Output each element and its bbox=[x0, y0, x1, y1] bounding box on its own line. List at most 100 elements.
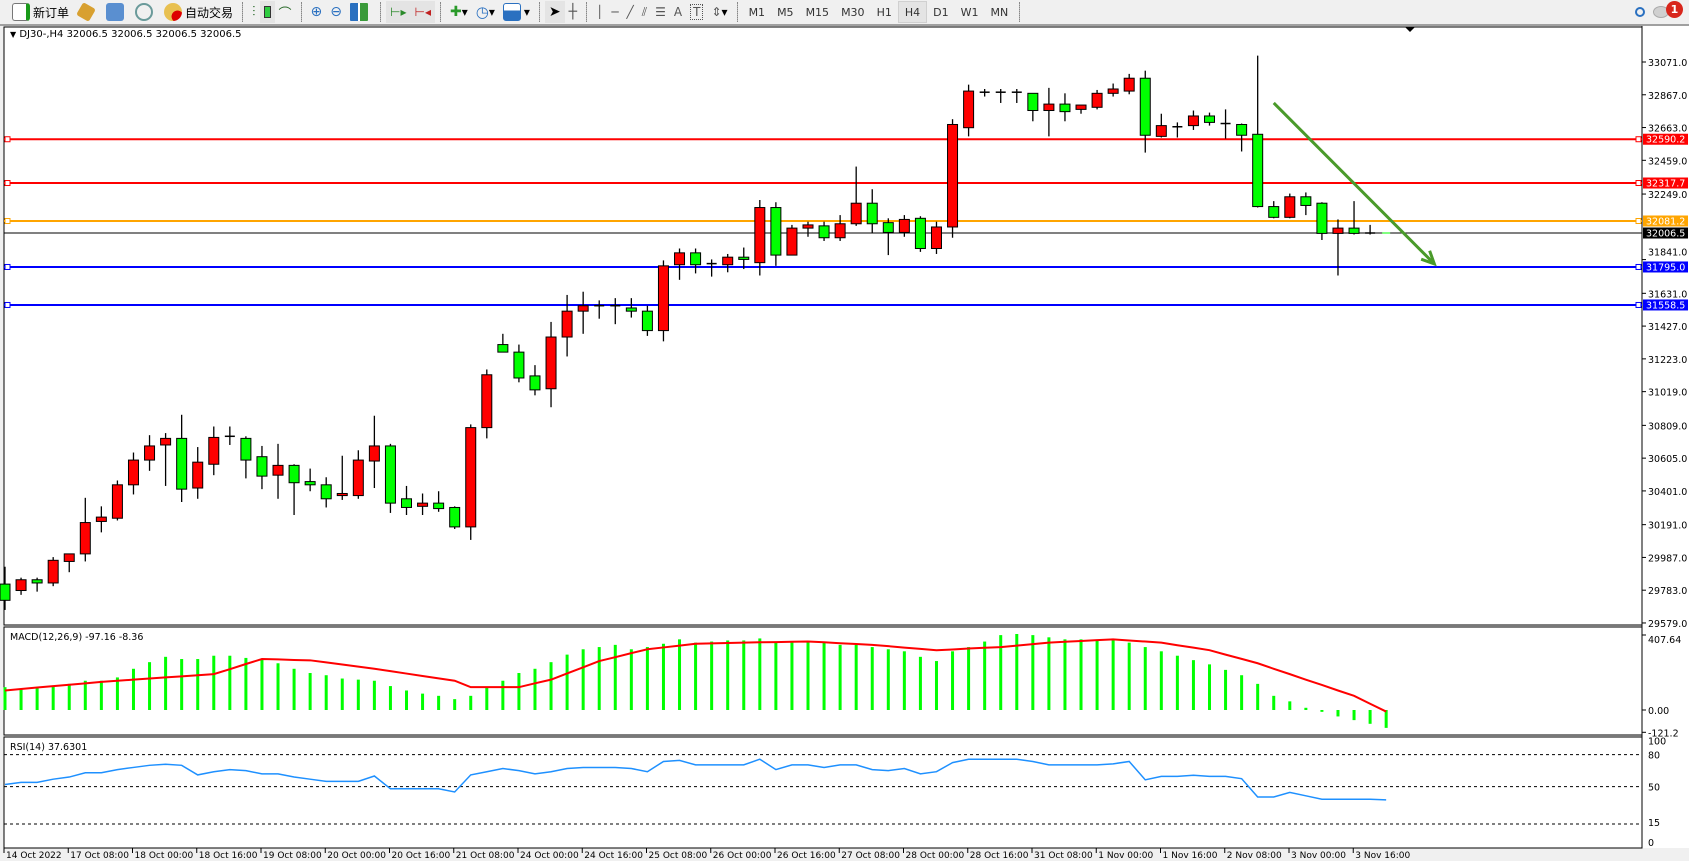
indicators-button[interactable]: ✚ ▾ bbox=[449, 4, 468, 20]
candle-34 bbox=[529, 365, 541, 396]
time-label: 21 Oct 08:00 bbox=[456, 851, 515, 861]
data-window-button[interactable] bbox=[102, 1, 131, 23]
candle-body bbox=[914, 217, 926, 250]
macd-bar-67 bbox=[1063, 639, 1067, 710]
candle-body bbox=[1139, 77, 1151, 136]
search-button[interactable] bbox=[1631, 1, 1649, 23]
market-watch-button[interactable] bbox=[73, 1, 102, 23]
trendline-button[interactable]: ╱ bbox=[623, 1, 638, 23]
macd-bar-73 bbox=[1159, 651, 1163, 710]
macd-label: MACD(12,26,9) -97.16 -8.36 bbox=[10, 632, 143, 643]
fibonacci-button[interactable]: ☰ bbox=[651, 1, 670, 23]
indicators-icon: ✚ bbox=[449, 4, 462, 20]
timeframe-mn[interactable]: MN bbox=[990, 5, 1009, 19]
macd-bar-87 bbox=[1384, 710, 1388, 728]
navigator-button[interactable] bbox=[131, 1, 160, 23]
rsi-line bbox=[4, 758, 1387, 801]
macd-bar-24 bbox=[372, 680, 376, 710]
macd-bar-84 bbox=[1336, 710, 1340, 717]
zoom-in-button[interactable]: ⊕ bbox=[307, 1, 327, 23]
candle-body bbox=[240, 437, 252, 461]
candle-5 bbox=[63, 553, 75, 573]
macd-bar-26 bbox=[405, 690, 408, 710]
templates-button[interactable]: ▾ bbox=[499, 1, 534, 23]
candle-10 bbox=[144, 435, 156, 471]
periods-button[interactable]: ◷ ▾ bbox=[475, 3, 495, 21]
candle-body bbox=[111, 484, 123, 519]
macd-bar-18 bbox=[276, 663, 280, 710]
line-handle bbox=[4, 263, 11, 270]
candle-body bbox=[304, 481, 316, 486]
macd-bar-47 bbox=[742, 640, 746, 710]
time-label: 27 Oct 08:00 bbox=[841, 851, 900, 861]
macd-bar-80 bbox=[1272, 695, 1276, 710]
macd-bar-23 bbox=[356, 679, 360, 710]
macd-bar-43 bbox=[678, 639, 682, 710]
toolbar-separator bbox=[1019, 2, 1021, 22]
auto-scroll-button[interactable]: ⊢▸ bbox=[386, 1, 411, 23]
chart-shift-icon: ⊢◂ bbox=[414, 5, 431, 19]
chart-shift-button[interactable]: ⊢◂ bbox=[410, 1, 435, 23]
cursor-button[interactable]: ➤ bbox=[544, 1, 565, 23]
timeframe-m1[interactable]: M1 bbox=[748, 5, 766, 19]
candle-23 bbox=[352, 450, 364, 499]
auto-trading-button[interactable]: 自动交易 bbox=[160, 1, 237, 23]
timeframe-h1[interactable]: H1 bbox=[876, 5, 892, 19]
candle-body bbox=[657, 265, 669, 332]
candle-9 bbox=[127, 452, 139, 495]
timeframe-h4[interactable]: H4 bbox=[897, 1, 928, 23]
macd-bar-52 bbox=[822, 642, 826, 710]
macd-bar-51 bbox=[806, 641, 810, 710]
line-handle bbox=[1635, 218, 1642, 225]
time-label: 17 Oct 08:00 bbox=[70, 851, 129, 861]
timeframe-w1[interactable]: W1 bbox=[960, 5, 979, 19]
chart-window[interactable]: 33071.0 32867.0 32663.0 32459.0 32249.0 31841… bbox=[0, 26, 1689, 861]
timeframe-m5[interactable]: M5 bbox=[777, 5, 794, 19]
main-toolbar: 新订单 自动交易 ⫶ ⌒ ⊕ ⊖ ⊢▸ ⊢◂ ✚ ▾ ◷ ▾ ▾ ➤ ┼ │ ─… bbox=[0, 0, 1689, 26]
candle-body bbox=[1075, 104, 1087, 110]
line-chart-button[interactable]: ⌒ bbox=[275, 1, 296, 23]
macd-bar-22 bbox=[340, 678, 344, 710]
candle-body bbox=[1091, 92, 1103, 108]
bar-chart-button[interactable]: ⫶ bbox=[248, 1, 260, 23]
candle-43 bbox=[674, 248, 686, 280]
candle-22 bbox=[336, 455, 348, 500]
text-label-button[interactable]: T bbox=[686, 1, 707, 23]
tile-windows-button[interactable] bbox=[346, 1, 375, 23]
time-label: 19 Oct 08:00 bbox=[263, 851, 322, 861]
macd-tick-label: 407.64 bbox=[1648, 635, 1681, 646]
zoom-out-button[interactable]: ⊖ bbox=[326, 1, 346, 23]
cursor-icon: ➤ bbox=[548, 4, 561, 20]
candle-24 bbox=[368, 415, 380, 489]
navigator-icon bbox=[135, 3, 154, 21]
data-window-icon bbox=[106, 3, 125, 21]
dropdown-triangle-icon: ▼ bbox=[10, 30, 17, 39]
rsi-tick-label: 15 bbox=[1648, 818, 1660, 829]
zoom-out-icon: ⊖ bbox=[330, 4, 343, 20]
auto-trading-label: 自动交易 bbox=[185, 5, 234, 20]
macd-bar-2 bbox=[19, 689, 23, 710]
new-order-button[interactable]: 新订单 bbox=[8, 1, 73, 23]
candle-body bbox=[192, 461, 204, 489]
timeframe-d1[interactable]: D1 bbox=[933, 5, 949, 19]
candle-13 bbox=[192, 447, 204, 499]
line-handle bbox=[1635, 180, 1642, 187]
macd-bar-55 bbox=[870, 647, 874, 710]
text-button[interactable]: A bbox=[670, 1, 686, 23]
vertical-line-button[interactable]: │ bbox=[592, 1, 607, 23]
crosshair-button[interactable]: ┼ bbox=[565, 1, 581, 23]
timeframe-m15[interactable]: M15 bbox=[805, 5, 830, 19]
macd-bar-30 bbox=[469, 695, 473, 710]
candlestick-button[interactable] bbox=[259, 1, 275, 23]
time-label: 26 Oct 00:00 bbox=[713, 851, 772, 861]
candle-2 bbox=[15, 577, 27, 595]
horizontal-line-button[interactable]: ─ bbox=[607, 1, 622, 23]
time-label: 25 Oct 08:00 bbox=[649, 851, 708, 861]
rsi-panel bbox=[3, 736, 1643, 849]
candle-12 bbox=[176, 414, 188, 502]
equidistant-channel-button[interactable]: ⫽ bbox=[638, 1, 651, 23]
candle-body bbox=[256, 456, 268, 477]
candle-body bbox=[561, 310, 573, 338]
arrows-button[interactable]: ⇕ ▾ bbox=[711, 5, 728, 19]
timeframe-m30[interactable]: M30 bbox=[841, 5, 865, 19]
